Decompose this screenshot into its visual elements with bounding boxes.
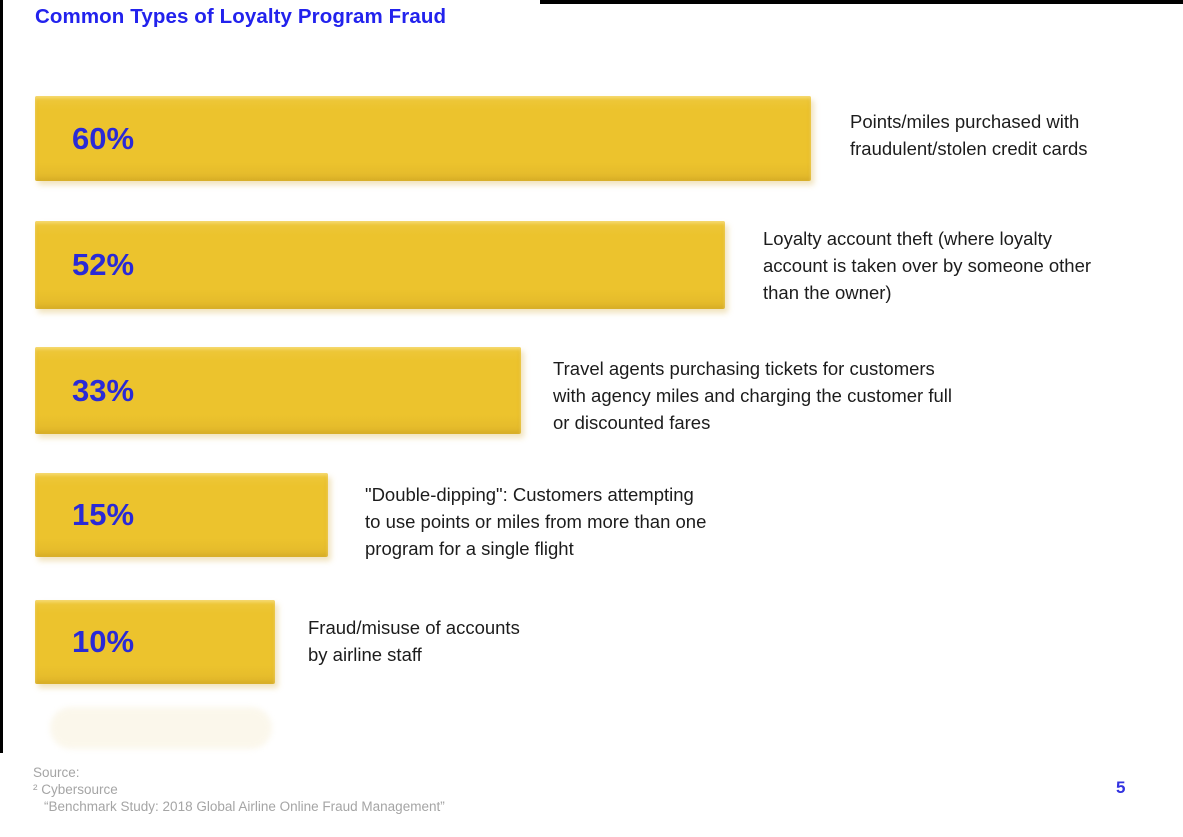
bar-value-label: 60% xyxy=(72,120,135,156)
bar-category-label: Fraud/misuse of accounts by airline staf… xyxy=(308,614,520,668)
source-name: ² Cybersource xyxy=(33,781,118,797)
page-title: Common Types of Loyalty Program Fraud xyxy=(35,5,447,28)
bar-value-label: 10% xyxy=(72,624,135,659)
source-citation: “Benchmark Study: 2018 Global Airline On… xyxy=(44,798,445,814)
label-line: Travel agents purchasing tickets for cus… xyxy=(553,358,935,379)
bar-category-label: Travel agents purchasing tickets for cus… xyxy=(553,355,952,437)
bar-value-label: 52% xyxy=(72,247,135,282)
bar-loyalty-account-theft: 52% xyxy=(35,221,725,309)
bar-value-label: 33% xyxy=(72,372,135,408)
label-line: with agency miles and charging the custo… xyxy=(553,385,952,407)
label-line: account is taken over by someone other xyxy=(763,255,1092,277)
label-line: by airline staff xyxy=(308,644,422,666)
bar-value-label: 15% xyxy=(72,497,135,532)
label-line: Fraud/misuse of accounts xyxy=(308,617,520,638)
label-line: Loyalty account theft (where loyalty xyxy=(763,228,1052,249)
label-line: program for a single flight xyxy=(365,538,574,560)
label-line: or discounted fares xyxy=(553,412,711,434)
source-footer: Source: ² Cybersource “Benchmark Study: … xyxy=(33,765,445,815)
page-number: 5 xyxy=(1116,778,1126,797)
label-line: fraudulent/stolen credit cards xyxy=(850,138,1088,160)
bar-category-label: Points/miles purchased with fraudulent/s… xyxy=(850,108,1088,162)
label-line: than the owner) xyxy=(763,282,892,304)
label-line: "Double-dipping": Customers attempting xyxy=(365,484,694,505)
frame-left-border xyxy=(0,0,3,753)
label-line: Points/miles purchased with xyxy=(850,111,1080,132)
source-label: Source: xyxy=(33,765,80,780)
bar-category-label: Loyalty account theft (where loyalty acc… xyxy=(763,225,1091,307)
bar-double-dipping: 15% xyxy=(35,473,328,557)
frame-top-border xyxy=(540,0,1183,4)
bar-points-miles-purchased: 60% xyxy=(35,96,811,181)
bar-category-label: "Double-dipping": Customers attempting t… xyxy=(365,481,706,563)
bar-travel-agents: 33% xyxy=(35,347,521,434)
ghost-bar-artifact xyxy=(50,707,272,749)
label-line: to use points or miles from more than on… xyxy=(365,511,707,533)
bar-fraud-misuse-staff: 10% xyxy=(35,600,275,684)
